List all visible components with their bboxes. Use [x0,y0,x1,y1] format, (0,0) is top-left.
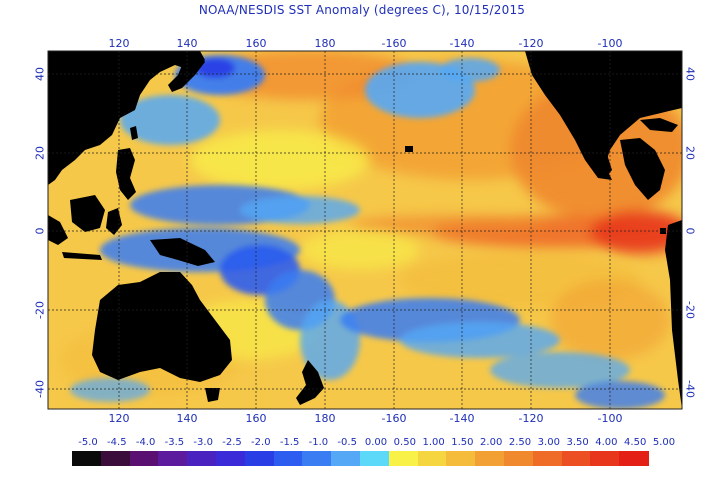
legend-swatch [302,451,333,466]
lat-label-left: 0 [33,227,47,235]
lon-label-bottom: 160 [245,412,267,425]
legend-label: 2.50 [508,437,532,448]
legend-label: -0.5 [337,437,357,448]
australia-land [92,272,232,382]
legend-swatch [244,451,275,466]
lon-label-bottom: 180 [314,412,336,425]
legend-label: -4.0 [135,437,156,448]
legend-swatch [590,451,621,466]
legend-label: 1.00 [422,437,445,448]
lat-label-right: -20 [683,301,697,319]
asia-land [48,51,205,185]
lon-label-top: -120 [518,37,544,50]
lon-label-bottom: 120 [108,412,130,425]
legend-label: 4.50 [624,437,647,448]
caribbean-land [640,118,678,132]
lon-label-bottom: -160 [381,412,407,425]
legend-swatch [273,451,304,466]
philippines-land [116,148,136,200]
legend-swatch [417,451,448,466]
lon-label-top: 160 [245,37,267,50]
sumatra-land [48,215,68,245]
legend-swatch [331,451,361,466]
legend-label: -2.5 [222,437,242,448]
hawaii-land [405,146,413,152]
legend-label: -3.5 [164,437,185,448]
legend-swatch [100,451,131,466]
legend-swatch [72,451,102,466]
new-guinea-land [150,238,215,266]
new-zealand-land [296,360,324,405]
legend-swatch [475,451,505,466]
java-land [62,252,102,260]
legend-label: 5.00 [652,437,676,448]
legend-label: 3.50 [566,437,589,448]
map-title: NOAA/NESDIS SST Anomaly (degrees C), 10/… [198,3,526,17]
legend-swatch [360,451,390,466]
lon-label-bottom: -100 [597,412,623,425]
lat-label-right: 0 [683,227,697,235]
japan-land [168,52,205,92]
legend-label: -3.0 [193,437,213,448]
legend-swatch [187,451,217,466]
legend-label: -4.5 [107,437,127,448]
lon-label-top: -100 [597,37,623,50]
land-masses [48,51,682,409]
legend-swatch [158,451,189,466]
lat-label-right: 20 [683,146,697,160]
legend-label: -2.0 [251,437,271,448]
map-frame [47,50,683,410]
legend-label: 3.00 [537,437,560,448]
legend-swatch [619,451,649,466]
tasmania-land [205,388,220,402]
lon-label-bottom: -140 [449,412,475,425]
lat-label-right: -40 [683,380,697,398]
sulawesi-land [106,208,122,235]
legend-label: 4.00 [595,437,618,448]
legend-label: -5.0 [78,437,98,448]
legend-swatch [561,451,592,466]
legend-swatch [446,451,477,466]
legend-swatch [388,451,419,466]
lon-label-bottom: 140 [176,412,198,425]
legend-label: -1.0 [308,437,329,448]
lon-label-bottom: -120 [518,412,544,425]
legend-label: -1.5 [279,437,300,448]
lon-label-top: -160 [381,37,407,50]
cool-anomaly-regions [70,55,665,409]
legend-swatch [216,451,246,466]
lon-label-top: -140 [449,37,475,50]
legend-label: 2.00 [480,437,503,448]
lon-label-top: 120 [108,37,130,50]
legend-swatch [532,451,563,466]
lat-label-right: 40 [683,67,697,81]
legend-label: 0.00 [364,437,388,448]
north-america-land [525,51,682,180]
lon-label-top: 180 [314,37,336,50]
lat-label-left: -20 [33,301,47,319]
legend-label: 0.50 [393,437,416,448]
baja-land [600,148,612,175]
lat-label-left: -40 [33,380,47,398]
taiwan-land [130,126,138,140]
south-america-land [665,220,682,409]
central-america-land [620,138,665,200]
borneo-land [70,195,105,232]
legend-swatch [129,451,160,466]
lat-label-left: 20 [33,146,47,160]
legend-label: 1.50 [451,437,474,448]
lat-label-left: 40 [33,67,47,81]
lon-label-top: 140 [176,37,198,50]
lat-lon-grid [48,51,682,409]
legend-swatch [504,451,534,466]
